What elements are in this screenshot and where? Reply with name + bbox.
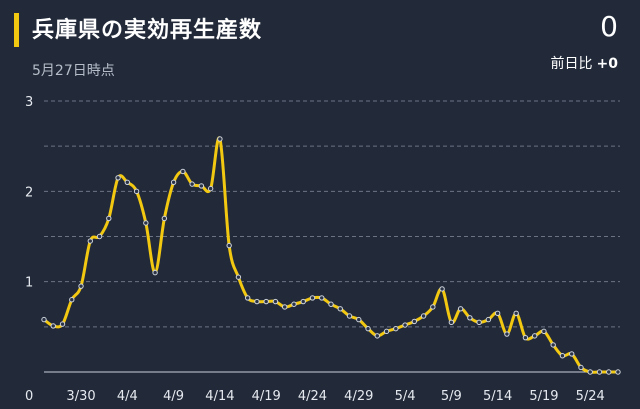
- x-tick-label: 4/19: [252, 389, 281, 404]
- data-point: [328, 301, 334, 307]
- title-accent-bar: [14, 13, 19, 47]
- y-tick-label: 2: [25, 185, 33, 200]
- data-point: [606, 369, 612, 375]
- data-point: [198, 183, 205, 189]
- x-tick-label: 5/24: [576, 389, 605, 404]
- data-point: [504, 331, 510, 337]
- x-tick-label: 5/14: [483, 389, 512, 404]
- x-tick-label: 5/9: [441, 389, 462, 404]
- data-point: [263, 298, 269, 305]
- data-point: [569, 351, 575, 357]
- x-tick-label: 4/29: [344, 389, 373, 404]
- data-point: [467, 315, 473, 321]
- data-point: [615, 369, 621, 375]
- data-point: [115, 175, 121, 181]
- data-point: [559, 353, 566, 359]
- data-point: [420, 313, 427, 319]
- data-point: [180, 168, 186, 175]
- data-point: [133, 188, 140, 195]
- y-tick-label: 3: [25, 95, 33, 110]
- data-point: [476, 319, 482, 326]
- data-point: [207, 185, 214, 192]
- data-point: [235, 274, 242, 280]
- data-point: [522, 334, 529, 341]
- data-point: [124, 179, 131, 186]
- data-point: [402, 322, 408, 328]
- data-point: [161, 215, 168, 222]
- data-point: [291, 301, 297, 307]
- current-value: 0: [600, 10, 618, 43]
- data-point: [69, 297, 75, 303]
- data-point: [356, 316, 362, 323]
- data-point: [152, 269, 158, 276]
- data-point: [337, 306, 343, 312]
- x-tick-label: 4/9: [163, 389, 184, 404]
- data-point: [300, 298, 306, 305]
- x-tick-label: 3/30: [66, 389, 95, 404]
- data-point: [531, 333, 538, 339]
- data-point: [78, 283, 84, 289]
- series-line: [42, 136, 620, 374]
- data-point: [254, 298, 260, 305]
- x-tick-label: 5/19: [529, 389, 558, 404]
- data-point: [541, 328, 547, 335]
- data-point: [485, 316, 492, 323]
- updated-date: 5月27日時点: [32, 63, 115, 79]
- data-point: [282, 304, 288, 310]
- x-tick-label: 4/24: [298, 389, 327, 404]
- data-point: [143, 220, 149, 226]
- diff-indicator: 前日比 +0: [551, 53, 618, 73]
- x-tick-label: 5/4: [395, 389, 416, 404]
- data-point: [41, 316, 47, 323]
- data-point: [309, 295, 316, 301]
- y-tick-label: 0: [25, 389, 33, 404]
- data-point: [448, 319, 455, 326]
- data-point: [374, 333, 380, 339]
- x-tick-label: 4/14: [205, 389, 234, 404]
- data-point: [244, 295, 251, 301]
- data-point: [596, 369, 603, 375]
- y-tick-label: 1: [25, 276, 33, 291]
- data-point: [457, 306, 464, 312]
- data-point: [96, 233, 103, 240]
- data-point: [411, 318, 418, 325]
- data-point: [189, 181, 195, 187]
- data-point: [550, 342, 556, 348]
- data-point: [578, 364, 584, 371]
- data-point: [272, 298, 279, 305]
- data-point: [87, 238, 93, 244]
- data-point: [393, 325, 399, 332]
- data-point: [494, 310, 501, 316]
- data-point: [59, 321, 66, 327]
- data-point: [513, 310, 519, 316]
- data-point: [106, 215, 112, 222]
- chart-title: 兵庫県の実効再生産数: [32, 18, 263, 43]
- data-point: [50, 323, 56, 329]
- data-point: [346, 313, 353, 319]
- data-point: [383, 328, 390, 335]
- data-point: [587, 369, 593, 375]
- data-point: [430, 304, 436, 310]
- data-point: [365, 325, 371, 332]
- diff-value: +0: [596, 56, 618, 72]
- data-point: [319, 295, 325, 301]
- data-point: [226, 242, 232, 249]
- data-point: [170, 179, 177, 186]
- data-point: [439, 286, 445, 292]
- data-point: [217, 136, 223, 142]
- x-tick-label: 4/4: [117, 389, 138, 404]
- diff-label: 前日比: [550, 56, 593, 72]
